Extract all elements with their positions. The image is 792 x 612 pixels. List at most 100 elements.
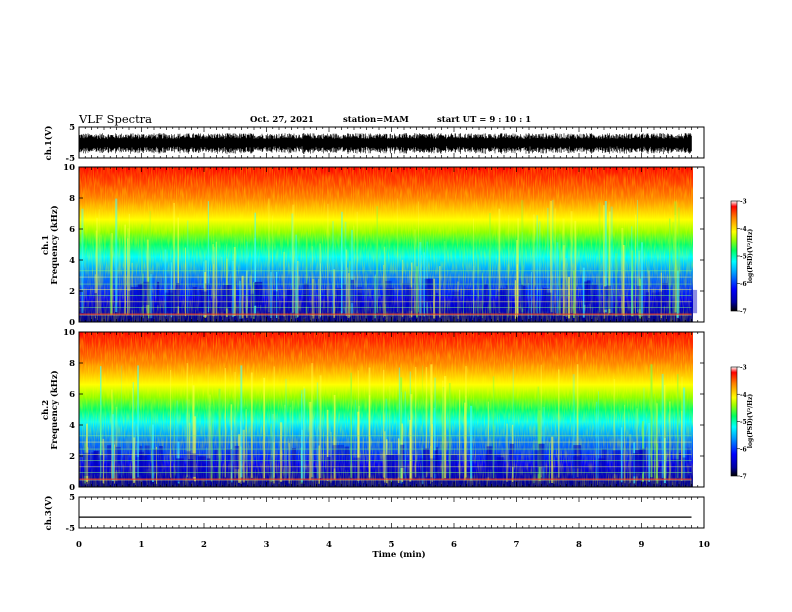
burst-streak — [289, 407, 291, 481]
burst-streak — [604, 201, 607, 313]
burst-streak — [426, 241, 428, 316]
burst-streak — [433, 278, 436, 319]
low-band-patch — [542, 288, 546, 312]
burst-streak — [610, 206, 613, 313]
low-band-patch — [303, 294, 307, 318]
burst-streak — [224, 368, 226, 478]
burst-streak — [507, 264, 509, 318]
ytick-label: 2 — [69, 452, 75, 462]
xtick-label: 2 — [201, 540, 207, 550]
low-band-patch — [604, 286, 607, 310]
low-band-patch — [139, 283, 144, 307]
low-band-patch — [222, 285, 230, 309]
xtick-label: 9 — [639, 540, 645, 550]
low-band-patch — [435, 447, 439, 471]
burst-streak — [637, 200, 638, 313]
ch1-waveform-panel: 5 -5 ch.1(V) — [43, 123, 705, 164]
burst-streak — [401, 423, 404, 482]
burst-streak — [152, 424, 154, 482]
burst-streak — [319, 243, 321, 316]
low-band-patch — [652, 292, 660, 316]
low-band-patch — [83, 452, 91, 476]
low-band-patch — [687, 447, 690, 471]
burst-streak — [170, 370, 172, 478]
burst-streak — [397, 198, 398, 313]
burst-streak — [270, 271, 273, 318]
low-band-patch — [593, 293, 596, 318]
burst-streak — [332, 221, 334, 314]
ch2-colorbar-ticks: -3 -4 -5 -6 -7 — [737, 365, 747, 481]
burst-streak — [521, 200, 524, 313]
low-band-patch — [273, 291, 279, 315]
burst-streak — [95, 230, 98, 315]
burst-streak — [213, 264, 215, 318]
ch2-spectrogram-ylabel: Frequency (kHz) — [49, 370, 60, 449]
low-band-patch — [645, 292, 650, 316]
burst-streak — [624, 404, 626, 481]
burst-streak — [316, 382, 319, 479]
burst-streak — [128, 213, 130, 314]
low-band-patch — [205, 283, 210, 307]
burst-streak — [655, 402, 658, 481]
burst-streak — [318, 445, 320, 484]
burst-streak — [354, 399, 356, 481]
ch2-colorbar: -3 -4 -5 -6 -7 log(PSD)(V²/Hz) — [730, 365, 754, 481]
low-band-patch — [107, 445, 111, 469]
low-band-patch — [386, 288, 394, 312]
burst-streak — [549, 442, 550, 484]
burst-streak — [539, 221, 541, 314]
burst-streak — [654, 394, 655, 480]
burst-streak — [681, 410, 683, 481]
burst-streak — [191, 374, 193, 478]
low-band-patch — [287, 289, 293, 313]
low-band-patch — [671, 458, 679, 483]
burst-streak — [303, 386, 305, 479]
burst-streak — [345, 249, 347, 317]
burst-streak — [635, 214, 636, 314]
ytick-label: 4 — [69, 256, 75, 266]
burst-streak — [566, 263, 568, 318]
low-band-patch — [130, 286, 139, 311]
burst-streak — [621, 228, 624, 315]
low-band-patch — [402, 283, 411, 307]
burst-streak — [464, 402, 466, 481]
burst-streak — [565, 258, 567, 317]
burst-streak — [176, 400, 178, 481]
burst-streak — [482, 272, 483, 319]
low-band-patch — [505, 285, 509, 309]
ytick-label: 5 — [69, 123, 75, 133]
burst-streak — [498, 208, 501, 313]
burst-streak — [547, 207, 549, 313]
burst-streak — [215, 241, 218, 316]
station-label: station=MAM — [343, 115, 409, 125]
ch2-colorbar-label: log(PSD)(V²/Hz) — [747, 394, 754, 449]
burst-streak — [631, 226, 633, 315]
burst-streak — [177, 217, 179, 314]
burst-streak — [401, 259, 404, 317]
burst-streak — [442, 387, 445, 479]
low-band-patch — [534, 450, 540, 474]
low-band-patch — [292, 448, 296, 472]
ch2-spectrogram-yticks: 0 2 4 6 8 10 — [63, 328, 704, 493]
low-band-patch — [606, 285, 612, 309]
burst-streak — [567, 276, 570, 319]
burst-streak — [550, 200, 553, 313]
burst-streak — [231, 430, 233, 483]
low-band-patch — [429, 458, 438, 482]
low-band-patch — [186, 451, 191, 475]
colorbar-tick-label: -3 — [740, 199, 747, 206]
burst-streak — [465, 366, 467, 478]
burst-streak — [464, 395, 467, 480]
burst-streak — [137, 365, 139, 478]
colorbar-tick-label: -7 — [740, 309, 747, 316]
burst-streak — [506, 423, 508, 482]
burst-streak — [554, 208, 556, 313]
burst-streak — [431, 424, 433, 482]
burst-streak — [333, 394, 336, 480]
burst-streak — [615, 253, 618, 317]
burst-streak — [285, 378, 287, 479]
colorbar-tick-label: -6 — [740, 281, 747, 288]
burst-streak — [319, 263, 321, 318]
ch1-spectrogram-tones — [79, 270, 692, 316]
burst-streak — [398, 367, 401, 478]
